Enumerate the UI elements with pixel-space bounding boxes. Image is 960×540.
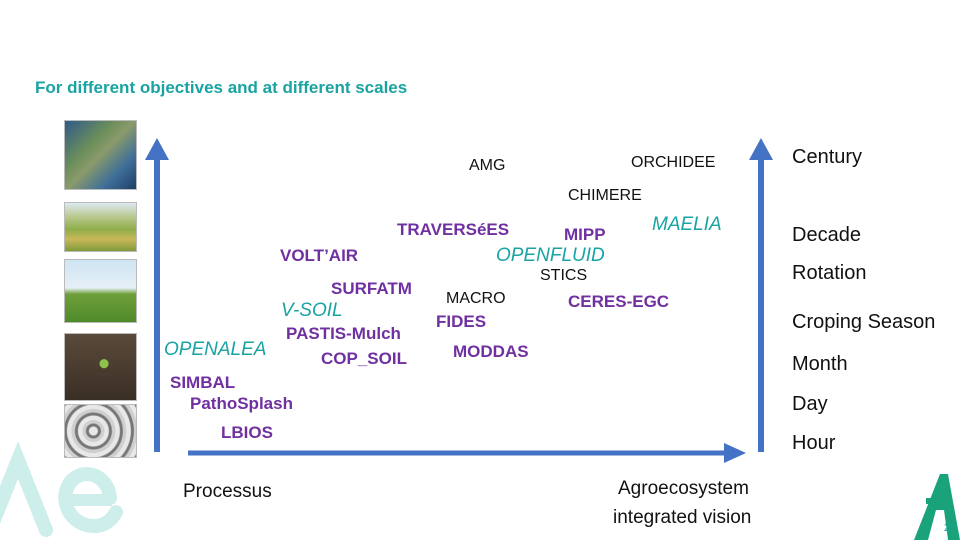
up-arrow-left xyxy=(145,138,169,452)
ae-logo xyxy=(0,441,123,537)
label-integrated-vision: integrated vision xyxy=(613,507,752,528)
scale-month: Month xyxy=(792,353,848,375)
model-ceres-egc: CERES-EGC xyxy=(568,292,670,311)
label-processus: Processus xyxy=(183,481,272,502)
model-vsoil: V-SOIL xyxy=(281,300,343,321)
model-maelia: MAELIA xyxy=(652,214,722,235)
model-surfatm: SURFATM xyxy=(331,279,412,298)
scale-rotation: Rotation xyxy=(792,262,867,284)
model-pathosplash: PathoSplash xyxy=(190,394,293,413)
model-lbios: LBIOS xyxy=(221,423,273,442)
model-traverses: TRAVERSéES xyxy=(397,220,510,239)
model-voltair: VOLT’AIR xyxy=(280,246,359,265)
model-openalea: OPENALEA xyxy=(164,339,267,360)
model-amg: AMG xyxy=(469,157,506,174)
model-openfluid: OPENFLUID xyxy=(496,245,605,266)
model-mipp: MIPP xyxy=(564,225,606,244)
scale-hour: Hour xyxy=(792,432,836,454)
subtitle: For different objectives and at differen… xyxy=(35,78,408,97)
photo-soil-microscope xyxy=(64,404,137,458)
model-cop-soil: COP_SOIL xyxy=(321,349,407,368)
photo-crop-field xyxy=(64,259,137,323)
model-macro: MACRO xyxy=(446,290,506,307)
model-moddas: MODDAS xyxy=(453,342,529,361)
a-logo xyxy=(914,474,960,540)
model-chimere: CHIMERE xyxy=(568,187,642,204)
page-number: 2 xyxy=(943,522,950,534)
right-arrow xyxy=(188,443,746,463)
scale-decade: Decade xyxy=(792,224,861,246)
model-orchidee: ORCHIDEE xyxy=(631,154,716,171)
label-agroecosystem: Agroecosystem xyxy=(618,478,749,499)
photo-seedling xyxy=(64,333,137,401)
scale-day: Day xyxy=(792,393,828,415)
model-simbal: SIMBAL xyxy=(170,373,236,392)
photo-landscape-fields xyxy=(64,202,137,252)
model-stics: STICS xyxy=(540,267,588,284)
model-fides: FIDES xyxy=(436,312,487,331)
scale-century: Century xyxy=(792,146,863,168)
photo-satellite-map xyxy=(64,120,137,190)
up-arrow-right xyxy=(749,138,773,452)
scale-croping-season: Croping Season xyxy=(792,311,936,333)
model-pastis-mulch: PASTIS-Mulch xyxy=(286,324,401,343)
